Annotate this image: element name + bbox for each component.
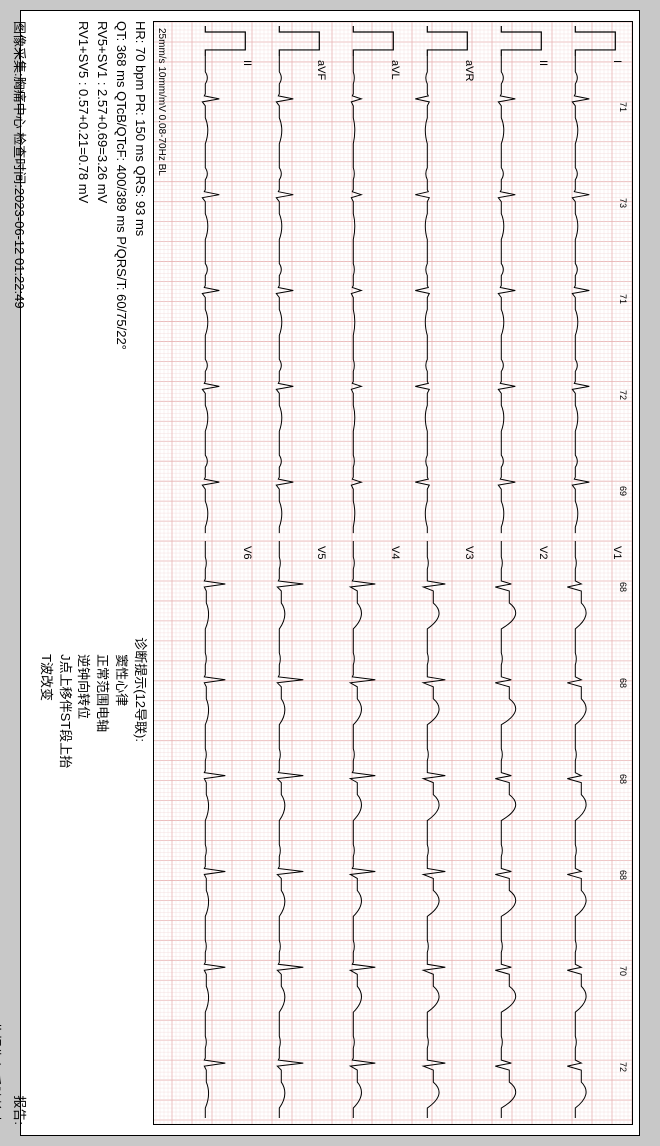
rr-interval: 68 (618, 870, 628, 880)
footer-right-a: 报告: (11, 1095, 30, 1125)
ecg-report-page: 25mm/s 10mm/mV 0.08-70Hz BL I V1 II V2 aVR V3… (20, 10, 640, 1136)
rr-interval: 71 (618, 102, 628, 112)
ecg-trace-svg (154, 22, 632, 1124)
rr-interval: 70 (618, 966, 628, 976)
footer-2: 此报告仅反映检查 (0, 21, 5, 1125)
rr-interval: 68 (618, 582, 628, 592)
lead-label: V4 (389, 546, 401, 559)
lead-label: aVF (315, 60, 327, 80)
lead-label: V5 (315, 546, 327, 559)
diagnosis-line: 逆钟向转位 (74, 637, 93, 1125)
lead-label: II (241, 60, 253, 66)
lead-label: V3 (463, 546, 475, 559)
rr-interval: 73 (618, 198, 628, 208)
diagnosis-line: 窦性心律 (111, 637, 130, 1125)
measurements-block: HR: 70 bpm PR: 150 ms QRS: 93 ms QT: 368… (36, 21, 149, 617)
rr-interval: 68 (618, 774, 628, 784)
info-block: HR: 70 bpm PR: 150 ms QRS: 93 ms QT: 368… (36, 21, 149, 1125)
footer-left: 图像采集:胸痛中心 检查时间:2023-06-12 01:22:49 (11, 21, 30, 309)
diagnosis-line: 正常范围电轴 (92, 637, 111, 1125)
measurement-line: RV5+SV1 : 2.57+0.69=3.26 mV (92, 21, 111, 617)
measurement-line: HR: 70 bpm PR: 150 ms QRS: 93 ms (130, 21, 149, 617)
lead-label: V2 (537, 546, 549, 559)
diagnosis-line: J点上移伴ST段上抬 (55, 637, 74, 1125)
rr-interval: 69 (618, 486, 628, 496)
rr-interval: 68 (618, 678, 628, 688)
measurement-line: RV1+SV5 : 0.57+0.21=0.78 mV (74, 21, 93, 617)
rr-interval: 72 (618, 390, 628, 400)
footer-right-b: 此报告仅反映检查 (0, 1021, 5, 1125)
lead-label: I (611, 60, 623, 63)
footer: 图像采集:胸痛中心 检查时间:2023-06-12 01:22:49 报告: (11, 21, 30, 1125)
lead-label: V6 (241, 546, 253, 559)
measurement-line: QT: 368 ms QTcB/QTcF: 400/389 ms P/QRS/T… (111, 21, 130, 617)
rr-interval: 71 (618, 294, 628, 304)
lead-label: aVR (463, 60, 475, 81)
lead-label: V1 (611, 546, 623, 559)
rr-interval: 72 (618, 1062, 628, 1072)
ecg-grid-area: 25mm/s 10mm/mV 0.08-70Hz BL I V1 II V2 aVR V3… (153, 21, 633, 1125)
diagnosis-title: 诊断提示(12导联): (130, 637, 149, 1125)
diagnosis-block: 诊断提示(12导联): 窦性心律 正常范围电轴 逆钟向转位 J点上移伴ST段上抬… (36, 617, 149, 1125)
lead-label: aVL (389, 60, 401, 80)
diagnosis-line: T波改变 (36, 637, 55, 1125)
lead-label: II (537, 60, 549, 66)
recording-parameters: 25mm/s 10mm/mV 0.08-70Hz BL (156, 28, 167, 176)
